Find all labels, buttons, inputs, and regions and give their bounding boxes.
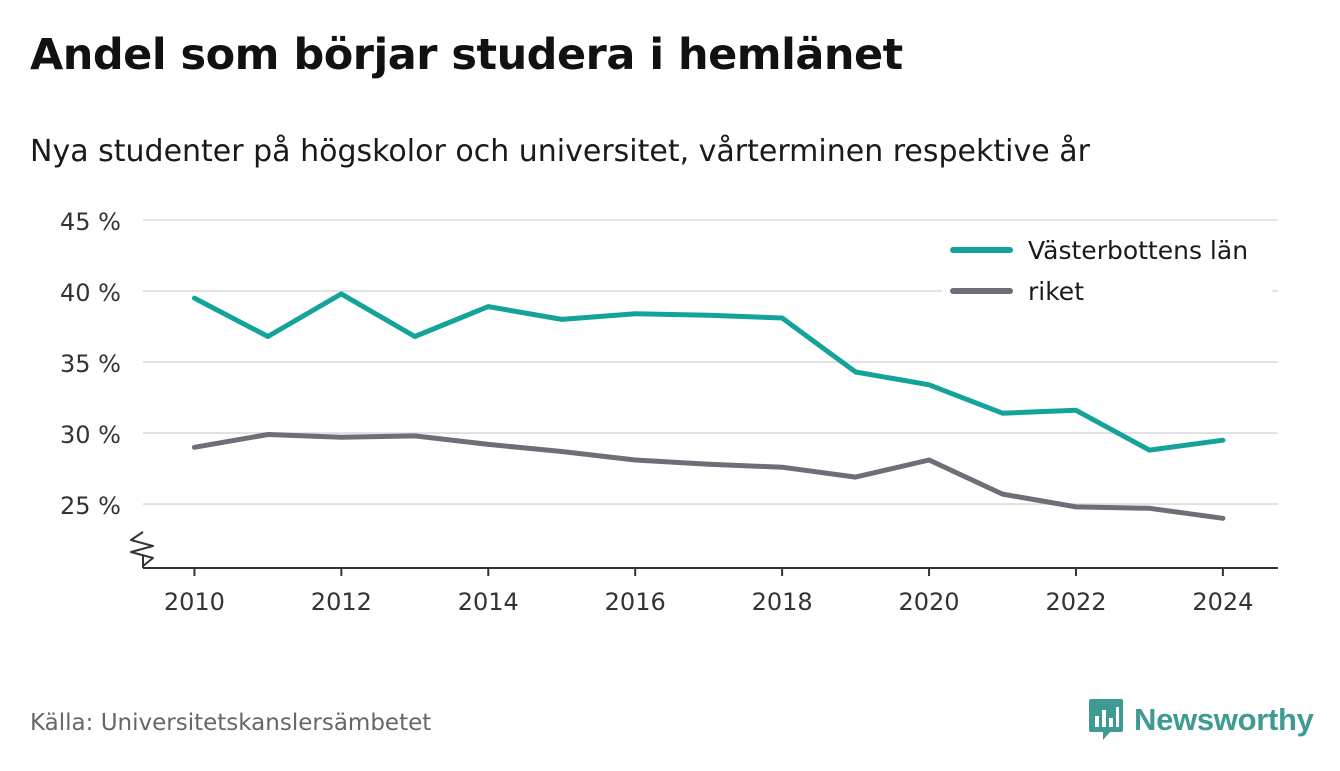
y-tick-label: 40 %	[60, 279, 121, 307]
series-line-1	[191, 291, 1226, 453]
chart-subtitle: Nya studenter på högskolor och universit…	[30, 134, 1090, 169]
axis-break-icon	[130, 531, 154, 567]
chart-title: Andel som börjar studera i hemlänet	[30, 30, 903, 80]
legend-label: riket	[1028, 277, 1084, 306]
y-tick-label: 35 %	[60, 350, 121, 378]
brand-name: Newsworthy	[1134, 702, 1314, 737]
brand-logo: Newsworthy	[1088, 698, 1314, 742]
x-tick-label: 2018	[752, 588, 813, 616]
x-tick-label: 2014	[458, 588, 519, 616]
x-axis: 2010 2012 2014 2016 2018 2020 2022 2024	[130, 531, 1278, 616]
legend-background	[942, 232, 1272, 314]
source-note: Källa: Universitetskanslersämbetet	[30, 710, 432, 736]
x-tick-label: 2012	[311, 588, 372, 616]
newsworthy-logo-icon	[1089, 699, 1123, 740]
x-tick-label: 2024	[1192, 588, 1253, 616]
y-tick-label: 30 %	[60, 421, 121, 449]
x-tick-label: 2022	[1045, 588, 1106, 616]
x-tick-label: 2010	[164, 588, 225, 616]
series-lines	[191, 291, 1226, 521]
series-line-2	[191, 432, 1226, 521]
x-tick-label: 2020	[899, 588, 960, 616]
y-tick-label: 25 %	[60, 492, 121, 520]
legend: Västerbottens län riket	[942, 232, 1272, 314]
y-axis-ticks: 25 % 30 % 35 % 40 % 45 %	[60, 208, 121, 520]
y-tick-label: 45 %	[60, 208, 121, 236]
legend-label: Västerbottens län	[1028, 236, 1248, 265]
x-tick-label: 2016	[605, 588, 666, 616]
